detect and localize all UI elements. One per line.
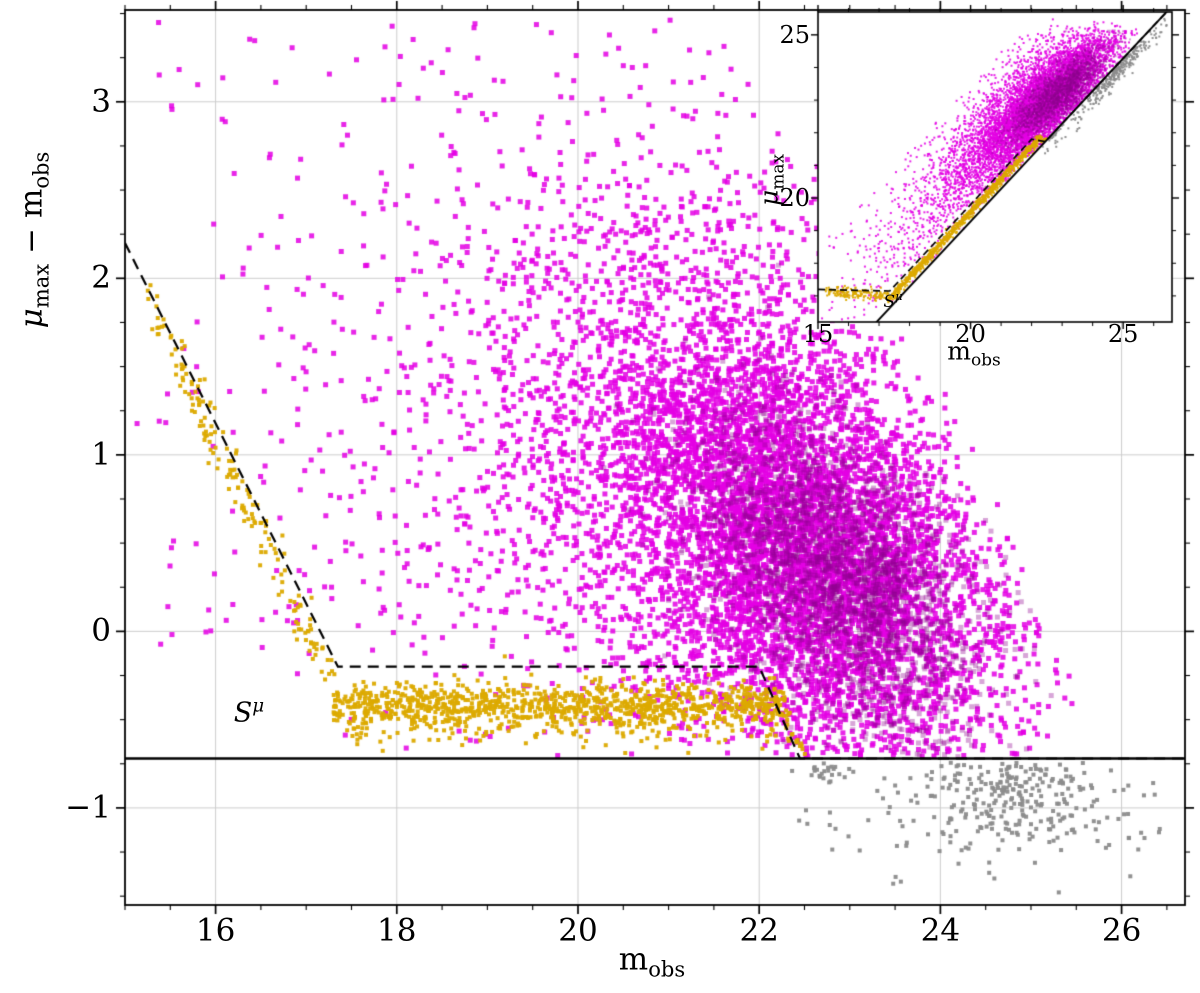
scatter-plot-canvas bbox=[0, 0, 1200, 993]
surface-brightness-scatter-figure: 16 18 20 22 24 26 −1 0 1 2 3 15 20 25 20 25 mobs μmax −… bbox=[0, 0, 1200, 993]
